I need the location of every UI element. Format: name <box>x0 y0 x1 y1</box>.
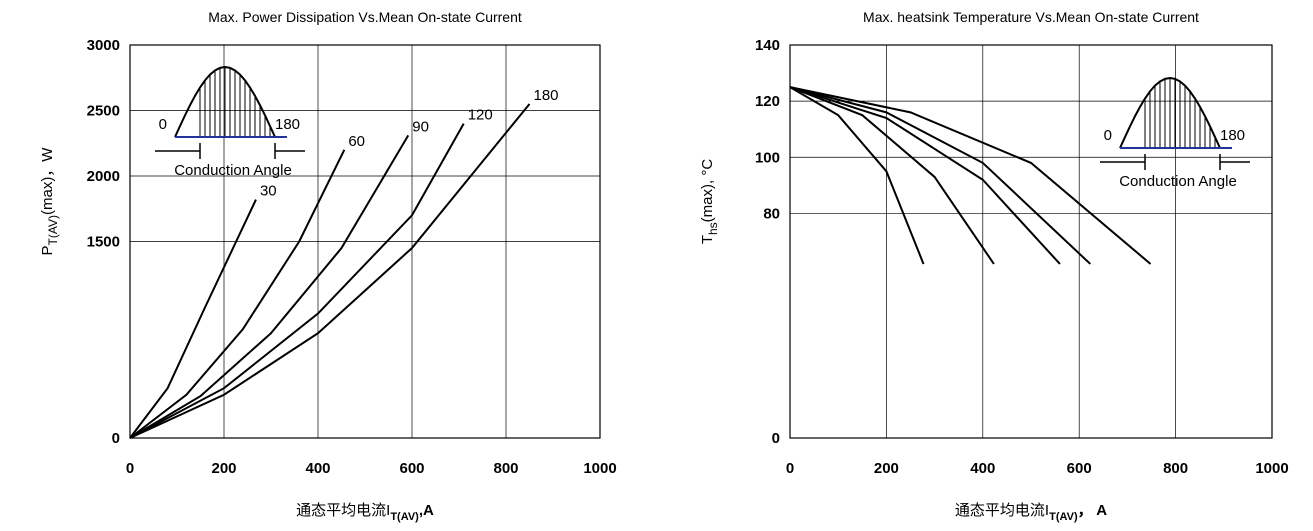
inset-start: 0 <box>1104 127 1112 144</box>
x-tick-label: 0 <box>126 460 134 477</box>
x-tick-label: 200 <box>874 460 899 477</box>
curve-label: 30 <box>260 183 277 200</box>
curve <box>129 149 346 439</box>
x-label-rest: ,A <box>419 502 434 519</box>
x-axis-label: 通态平均电流IT(AV)， A <box>955 502 1107 523</box>
curve <box>129 134 410 439</box>
y-axis-label: Ths(max), °C <box>699 159 720 245</box>
x-tick-label: 1000 <box>583 460 616 477</box>
curve-label: 120 <box>468 107 493 124</box>
y-label-main: P <box>39 245 56 255</box>
conduction-inset: 0 180 Conduction Angle <box>1100 76 1250 190</box>
curve <box>789 86 1152 265</box>
y-label-rest: (max), °C <box>699 159 716 223</box>
x-tick-label: 800 <box>1163 460 1188 477</box>
y-axis-label: PT(AV)(max)，W <box>39 147 60 256</box>
y-label-main: T <box>699 235 716 244</box>
x-label-rest: ， A <box>1078 502 1108 519</box>
chart-title: Max. Power Dissipation Vs.Mean On-state … <box>208 9 522 25</box>
y-tick-label: 80 <box>763 205 780 222</box>
inset-end: 180 <box>1220 127 1245 144</box>
curve <box>789 86 995 265</box>
x-label-main: 通态平均电流I <box>296 502 390 519</box>
inset-end: 180 <box>275 116 300 133</box>
y-tick-label: 120 <box>755 93 780 110</box>
y-tick-label: 1500 <box>87 234 120 251</box>
curve-label: 180 <box>534 87 559 104</box>
x-label-sub: T(AV) <box>1049 511 1078 523</box>
x-label-main: 通态平均电流I <box>955 502 1049 519</box>
x-tick-label: 0 <box>786 460 794 477</box>
x-tick-label: 600 <box>399 460 424 477</box>
y-tick-label: 3000 <box>87 37 120 54</box>
curve <box>789 86 925 265</box>
curve <box>129 199 257 439</box>
curve <box>129 123 465 439</box>
curve <box>789 86 1091 265</box>
curve-label: 90 <box>412 118 429 135</box>
y-tick-label: 0 <box>772 430 780 447</box>
y-label-rest: (max)，W <box>39 147 56 215</box>
inset-caption: Conduction Angle <box>1119 173 1237 190</box>
y-tick-label: 2000 <box>87 168 120 185</box>
inset-start: 0 <box>159 116 167 133</box>
y-tick-label: 140 <box>755 37 780 54</box>
y-label-sub: hs <box>706 222 720 235</box>
conduction-inset: 0 180 Conduction Angle <box>155 65 305 179</box>
inset-caption: Conduction Angle <box>174 162 292 179</box>
x-axis-label: 通态平均电流IT(AV),A <box>296 502 434 523</box>
curve <box>789 86 1061 265</box>
x-tick-label: 400 <box>970 460 995 477</box>
y-label-sub: T(AV) <box>46 215 60 245</box>
x-tick-label: 800 <box>493 460 518 477</box>
x-tick-label: 400 <box>305 460 330 477</box>
y-tick-label: 0 <box>112 430 120 447</box>
x-label-sub: T(AV) <box>390 511 419 523</box>
y-tick-label: 2500 <box>87 103 120 120</box>
x-tick-label: 1000 <box>1255 460 1288 477</box>
x-tick-label: 600 <box>1067 460 1092 477</box>
curve-label: 60 <box>348 133 365 150</box>
y-tick-label: 100 <box>755 149 780 166</box>
plot-frame <box>789 44 1273 439</box>
chart-title: Max. heatsink Temperature Vs.Mean On-sta… <box>863 9 1199 25</box>
x-tick-label: 200 <box>211 460 236 477</box>
curve <box>129 103 531 439</box>
